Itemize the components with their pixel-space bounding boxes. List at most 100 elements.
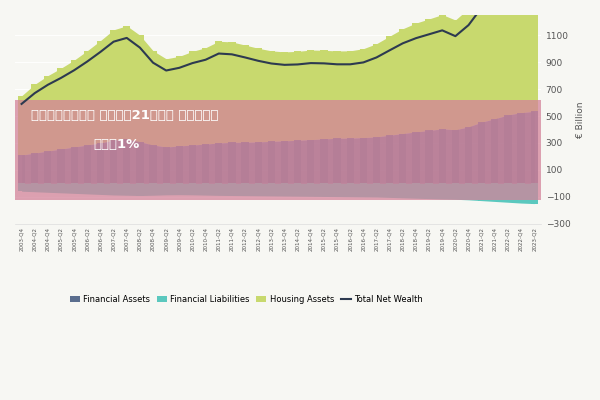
Bar — [123, 183, 130, 195]
Bar — [18, 155, 25, 183]
Bar — [347, 138, 354, 183]
Bar — [530, 183, 538, 204]
Bar — [294, 183, 301, 196]
Bar — [347, 51, 354, 138]
Bar — [83, 183, 91, 194]
Bar — [530, 111, 538, 183]
Bar — [149, 145, 157, 183]
Bar — [425, 19, 433, 130]
Bar — [136, 35, 143, 142]
Bar — [44, 183, 52, 192]
Bar — [517, 113, 525, 183]
Bar — [320, 50, 328, 139]
Bar — [465, 183, 472, 200]
Bar — [386, 135, 393, 183]
Bar — [360, 183, 367, 197]
Bar — [386, 36, 393, 135]
Bar — [97, 143, 104, 183]
Bar — [281, 141, 288, 183]
Bar — [189, 51, 196, 145]
Bar — [320, 139, 328, 183]
Bar — [360, 49, 367, 138]
Bar — [163, 59, 170, 147]
Bar — [123, 139, 130, 183]
Bar — [136, 142, 143, 183]
Bar — [268, 51, 275, 141]
Bar — [465, 8, 472, 127]
Bar — [163, 147, 170, 183]
Legend: Financial Assets, Financial Liabilities, Housing Assets, Total Net Wealth: Financial Assets, Financial Liabilities,… — [67, 292, 426, 307]
Bar — [215, 41, 223, 143]
Bar — [294, 51, 301, 140]
Bar — [176, 56, 183, 146]
Bar — [412, 183, 419, 198]
Bar — [110, 140, 117, 183]
Bar — [58, 183, 65, 193]
Bar — [478, 0, 485, 122]
Bar — [399, 183, 406, 198]
Text: 均跌超1%: 均跌超1% — [94, 138, 140, 151]
Bar — [228, 142, 236, 183]
Bar — [491, 183, 499, 202]
Bar — [15, 100, 541, 200]
Bar — [478, 122, 485, 183]
Text: 福州股票配资开户 国际油价21日下跌 美油、布油: 福州股票配资开户 国际油价21日下跌 美油、布油 — [31, 109, 218, 122]
Bar — [149, 183, 157, 195]
Bar — [281, 183, 288, 196]
Bar — [386, 183, 393, 198]
Bar — [517, 183, 525, 203]
Bar — [241, 142, 248, 183]
Bar — [412, 23, 419, 132]
Bar — [189, 145, 196, 183]
Bar — [149, 51, 157, 145]
Bar — [83, 145, 91, 183]
Bar — [176, 183, 183, 195]
Bar — [530, 0, 538, 111]
Bar — [307, 50, 314, 140]
Bar — [517, 0, 525, 113]
Bar — [58, 68, 65, 149]
Bar — [399, 134, 406, 183]
Bar — [202, 48, 209, 144]
Bar — [254, 183, 262, 196]
Bar — [71, 60, 78, 147]
Bar — [505, 183, 512, 202]
Bar — [31, 153, 38, 183]
Bar — [97, 183, 104, 194]
Bar — [439, 129, 446, 183]
Bar — [334, 183, 341, 196]
Bar — [320, 183, 328, 196]
Bar — [18, 183, 25, 191]
Bar — [241, 45, 248, 142]
Bar — [491, 0, 499, 119]
Bar — [452, 183, 459, 199]
Bar — [228, 42, 236, 142]
Bar — [31, 183, 38, 192]
Bar — [97, 40, 104, 143]
Bar — [228, 183, 236, 196]
Bar — [439, 183, 446, 199]
Bar — [399, 29, 406, 134]
Bar — [110, 183, 117, 195]
Bar — [215, 143, 223, 183]
Bar — [202, 144, 209, 183]
Bar — [465, 127, 472, 183]
Bar — [110, 30, 117, 140]
Bar — [268, 141, 275, 183]
Bar — [44, 151, 52, 183]
Bar — [347, 183, 354, 197]
Bar — [452, 130, 459, 183]
Bar — [268, 183, 275, 196]
Bar — [491, 119, 499, 183]
Bar — [360, 138, 367, 183]
Bar — [425, 183, 433, 199]
Bar — [71, 183, 78, 193]
Bar — [505, 0, 512, 115]
Bar — [307, 183, 314, 196]
Bar — [215, 183, 223, 195]
Bar — [241, 183, 248, 196]
Bar — [189, 183, 196, 195]
Y-axis label: € Billion: € Billion — [576, 101, 585, 138]
Bar — [58, 149, 65, 183]
Bar — [83, 51, 91, 145]
